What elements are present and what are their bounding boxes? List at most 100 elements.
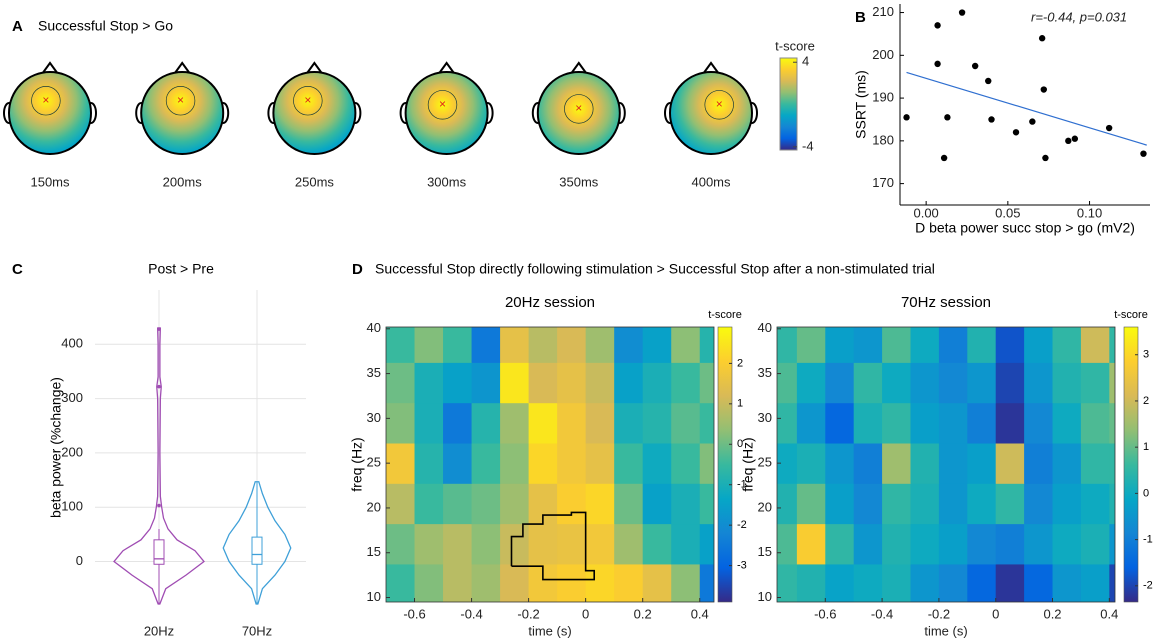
heatmap-cell: [528, 523, 558, 565]
heatmap-cell: [585, 443, 615, 484]
colorbar-tick-label: 1: [1143, 441, 1149, 453]
heatmap-cell: [882, 523, 911, 565]
outlier: [157, 384, 161, 389]
y-tick-label: 20: [758, 499, 772, 514]
heatmap-cell: [500, 443, 530, 484]
heatmap-cell: [777, 327, 798, 363]
heatmap-cell: [777, 402, 798, 444]
topo-label: 150ms: [30, 174, 70, 189]
heatmap-cell: [1052, 362, 1082, 404]
topo-marker: ×: [716, 97, 723, 111]
heatmap-cell: [443, 443, 473, 484]
heatmap-cell: [777, 483, 798, 525]
heatmap-cell: [1109, 443, 1115, 484]
heatmap-cell: [995, 523, 1025, 565]
box: [251, 536, 263, 565]
y-tick-label: 180: [872, 132, 894, 147]
heatmap-cell: [825, 563, 855, 602]
point: [1038, 35, 1046, 42]
heatmap-cell: [471, 563, 501, 602]
heatmap-cell: [938, 523, 968, 565]
x-tick-label: 0: [992, 606, 999, 621]
point: [1029, 118, 1036, 125]
heatmap-cell: [967, 327, 997, 363]
heatmap-cell: [471, 443, 501, 484]
y-tick-label: 15: [758, 544, 772, 559]
colorbar-tick-label: -3: [737, 560, 747, 572]
heatmap-cell: [699, 443, 714, 484]
heatmap-cell: [386, 327, 416, 363]
x-tick-label: -0.6: [403, 606, 425, 621]
heatmap-cell: [500, 362, 530, 404]
heatmap-cell: [557, 523, 587, 565]
x-tick-label: 0.10: [1077, 205, 1102, 220]
y-tick-label: 190: [872, 90, 894, 105]
heatmap-cell: [642, 327, 672, 363]
heatmap-cell: [614, 362, 644, 404]
heatmap-cell: [443, 327, 473, 363]
y-tick-label: 30: [367, 410, 381, 425]
x-axis-label: time (s): [528, 623, 571, 638]
heatmap-cell: [825, 327, 855, 363]
colorbar-tick-label: 4: [802, 54, 809, 69]
topomap: [8, 71, 92, 155]
y-tick-label: 10: [758, 589, 772, 604]
heatmap-cell: [699, 523, 714, 565]
heatmap-cell: [614, 523, 644, 565]
x-tick-label: -0.2: [517, 606, 539, 621]
heatmap-cell: [1052, 443, 1082, 484]
heatmap-cell: [386, 483, 416, 525]
heatmap-cell: [585, 483, 615, 525]
heatmap-cell: [995, 327, 1025, 363]
heatmap-cell: [825, 523, 855, 565]
heatmap-cell: [671, 483, 701, 525]
heatmap-cell: [796, 402, 826, 444]
plot-frame: [776, 326, 1116, 603]
heatmap-cell: [882, 327, 911, 363]
heatmap-cell: [995, 563, 1025, 602]
heatmap-cell: [1052, 483, 1082, 525]
topo-contour: [165, 85, 196, 116]
heatmap-cell: [967, 362, 997, 404]
x-tick-label: 70Hz: [242, 623, 272, 638]
y-axis-label: SSRT (ms): [853, 70, 869, 139]
box: [153, 539, 165, 565]
heatmap-cell: [777, 362, 798, 404]
heatmap-cell: [414, 402, 444, 444]
heatmap-cell: [671, 523, 701, 565]
heatmap-cell: [853, 443, 883, 484]
heatmap-cell: [796, 563, 826, 602]
heatmap-cell: [967, 443, 997, 484]
topo-label: 300ms: [427, 174, 467, 189]
heatmap-cell: [853, 563, 883, 602]
topo-marker: ×: [575, 101, 582, 115]
heatmap-cell: [995, 483, 1025, 525]
y-tick-label: 40: [758, 320, 772, 335]
heatmap-cell: [528, 327, 558, 363]
heatmap-cell: [557, 483, 587, 525]
heatmap-cell: [1080, 523, 1110, 565]
heatmap-cell: [1052, 523, 1082, 565]
heatmap-cell: [500, 563, 530, 602]
x-tick-label: 0.05: [995, 205, 1020, 220]
y-tick-label: 200: [61, 444, 83, 459]
heatmap-cell: [882, 563, 911, 602]
heatmap-cell: [995, 402, 1025, 444]
topo-label: 400ms: [691, 174, 731, 189]
heatmap-cell: [910, 523, 940, 565]
heatmap-cell: [557, 402, 587, 444]
heatmap-cell: [528, 443, 558, 484]
heatmap-cell: [699, 362, 714, 404]
heatmap-cell: [796, 362, 826, 404]
topo-marker: ×: [177, 93, 184, 107]
heatmap-cell: [699, 402, 714, 444]
heatmap-cell: [853, 483, 883, 525]
outlier: [157, 327, 161, 331]
heatmap-cell: [1024, 523, 1054, 565]
heatmap-cell: [938, 483, 968, 525]
heatmap-cell: [1080, 402, 1110, 444]
heatmap-cell: [967, 563, 997, 602]
heatmap-cell: [1024, 362, 1054, 404]
heatmap-cell: [414, 563, 444, 602]
colorbar-tick-label: -1: [737, 479, 747, 491]
